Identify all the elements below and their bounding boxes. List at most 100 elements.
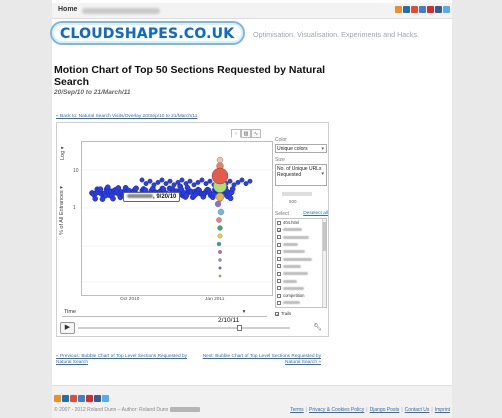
list-item[interactable] (276, 263, 326, 270)
trail-bubble[interactable] (239, 177, 245, 183)
series-checkbox[interactable] (277, 279, 281, 284)
trail-bubble[interactable] (227, 178, 233, 184)
list-item[interactable] (276, 299, 326, 306)
current-bubble[interactable] (217, 208, 225, 216)
linkedin-icon[interactable] (403, 6, 410, 13)
footer-link[interactable]: Imprint (434, 407, 450, 413)
list-item[interactable] (276, 241, 326, 248)
list-item[interactable]: competition (276, 292, 326, 299)
twitter-icon[interactable] (443, 6, 450, 13)
trail-bubble[interactable] (207, 178, 213, 184)
footer-link[interactable]: Terms (290, 407, 304, 413)
trail-bubble[interactable] (139, 177, 145, 183)
list-item[interactable] (276, 270, 326, 277)
current-bubble[interactable] (215, 192, 225, 202)
linkedin-icon[interactable] (62, 395, 69, 402)
list-item[interactable] (276, 248, 326, 255)
previous-post-link[interactable]: « Previous: Bubble Chart of Top Level Se… (56, 354, 188, 365)
series-checkbox[interactable] (277, 300, 281, 305)
trail-bubble[interactable] (133, 185, 139, 192)
y-scale-selector[interactable]: Log ▾ (60, 146, 66, 160)
current-bubble[interactable] (214, 200, 222, 208)
play-button[interactable]: ▶ (60, 322, 75, 334)
trail-bubble[interactable] (147, 178, 153, 184)
delicious-icon[interactable] (419, 6, 426, 13)
series-checkbox[interactable]: ✓ (277, 227, 282, 233)
series-checkbox[interactable] (277, 286, 281, 291)
current-bubble[interactable] (216, 217, 222, 223)
bubble-plot[interactable] (82, 142, 274, 297)
current-bubble[interactable] (217, 225, 223, 231)
trail-bubble[interactable] (163, 181, 169, 187)
series-checkbox[interactable] (277, 220, 281, 225)
footer-link[interactable]: Privacy & Cookies Policy (309, 407, 365, 413)
current-bubble[interactable] (217, 249, 223, 255)
footer-link[interactable]: Django Posts (369, 407, 400, 413)
plot-area[interactable]: , 9/20/10 (81, 141, 274, 297)
series-checkbox[interactable] (277, 257, 281, 262)
blurred-nav-link[interactable] (82, 8, 160, 14)
trail-bubble[interactable] (115, 185, 122, 191)
trail-bubble[interactable] (203, 181, 209, 187)
bar-mode-tab[interactable]: ▥ (241, 129, 251, 138)
stumbleupon-icon[interactable] (70, 395, 77, 402)
trail-bubble[interactable] (183, 181, 189, 187)
trail-bubble[interactable] (227, 195, 234, 202)
time-slider-track[interactable] (78, 327, 290, 329)
series-checkbox[interactable] (277, 242, 281, 247)
list-item[interactable] (276, 255, 326, 262)
footer-link[interactable]: Contact Us (404, 407, 430, 413)
trail-bubble[interactable] (151, 182, 157, 188)
list-item[interactable] (276, 277, 326, 284)
delicious-icon[interactable] (78, 395, 85, 402)
list-item[interactable] (276, 285, 326, 292)
series-checkbox[interactable] (277, 293, 281, 298)
list-item[interactable]: 404.html (276, 219, 326, 226)
rss-icon[interactable] (395, 6, 402, 13)
trail-bubble[interactable] (97, 186, 104, 193)
trail-bubble[interactable] (167, 178, 173, 184)
current-bubble[interactable] (216, 156, 224, 164)
stumbleupon-icon[interactable] (411, 6, 418, 13)
facebook-icon[interactable] (435, 6, 442, 13)
trail-bubble[interactable] (243, 181, 249, 187)
rss-icon[interactable] (54, 395, 61, 402)
series-checkbox[interactable] (277, 264, 281, 269)
trail-bubble[interactable] (191, 182, 197, 188)
size-select[interactable]: No. of Unique URLs Requested ▾ (275, 164, 327, 186)
back-link[interactable]: « Back to: Natural Search Visits/Overlay… (56, 114, 198, 119)
trail-bubble[interactable] (110, 195, 116, 202)
x-axis-time-selector[interactable]: Time ▾ (64, 309, 245, 315)
bubble-mode-tab[interactable]: ⁘ (231, 129, 241, 138)
highlighted-bubble[interactable] (211, 167, 229, 185)
line-mode-tab[interactable]: ∿ (251, 129, 261, 138)
trails-checkbox[interactable]: ✓ (275, 311, 280, 317)
trail-bubble[interactable] (231, 182, 237, 188)
trail-bubble[interactable] (179, 177, 185, 183)
trail-bubble[interactable] (187, 178, 193, 184)
settings-wrench-icon[interactable]: 🔧︎ (313, 324, 322, 331)
blurred-badge[interactable] (170, 407, 201, 413)
next-post-link[interactable]: Next: Bubble Chart of Top Level Sections… (202, 354, 321, 365)
current-bubble[interactable] (217, 233, 223, 239)
list-scrollbar[interactable] (322, 219, 326, 307)
twitter-icon[interactable] (102, 395, 109, 402)
home-link[interactable]: Home (58, 6, 78, 13)
trail-bubble[interactable] (175, 179, 181, 185)
trail-bubble[interactable] (155, 179, 161, 185)
deselect-all-link[interactable]: Deselect all (303, 211, 328, 216)
trail-bubble[interactable] (247, 178, 253, 184)
y-axis-label[interactable]: % of All Entrances ▾ (59, 186, 65, 235)
youtube-icon[interactable] (427, 6, 434, 13)
trail-bubble[interactable] (159, 177, 165, 183)
color-select[interactable]: Unique colors ▾ (275, 144, 327, 153)
logo[interactable]: CLOUDSHAPES.CO.UK (50, 21, 245, 45)
series-checkbox[interactable] (277, 271, 281, 276)
list-scrollbar-thumb[interactable] (323, 222, 326, 251)
series-checkbox[interactable] (277, 235, 281, 240)
current-bubble[interactable] (216, 241, 222, 247)
size-slider[interactable] (282, 192, 312, 196)
trail-bubble[interactable] (143, 181, 149, 187)
list-item[interactable] (276, 234, 326, 241)
facebook-icon[interactable] (94, 395, 101, 402)
